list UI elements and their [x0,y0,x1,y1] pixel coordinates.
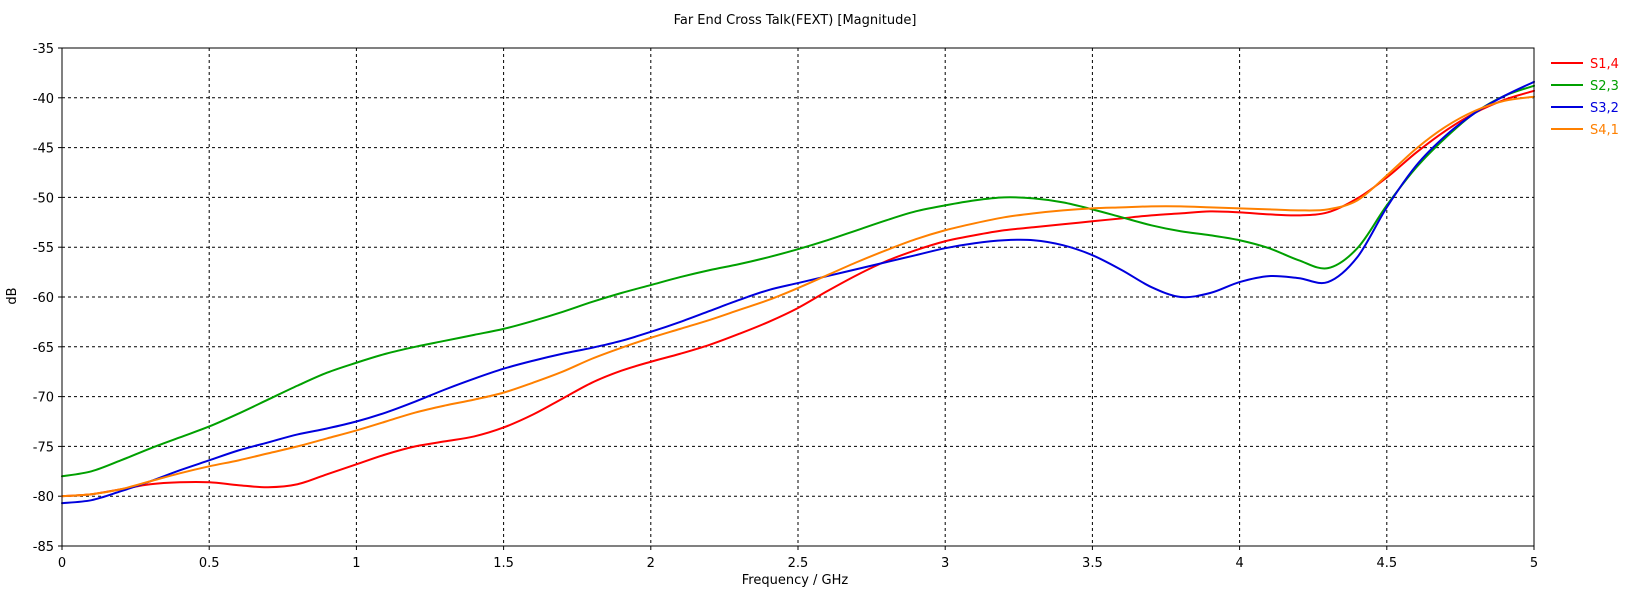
y-axis-label: dB [5,287,20,304]
x-tick-label: 0 [58,556,66,571]
x-axis-label: Frequency / GHz [742,573,849,588]
y-tick-label: -50 [33,191,54,206]
grid [62,48,1534,546]
x-tick-label: 3 [941,556,949,571]
legend-label: S3,2 [1590,101,1619,116]
x-tick-label: 1 [352,556,360,571]
y-tick-label: -35 [33,42,54,57]
axis-ticks: 0 0.5 1 1.5 2 2.5 3 3.5 4 4.5 5 -35 -40 -45 -50 -55 -60 -… [33,42,1538,571]
y-tick-label: -45 [33,142,54,157]
series-lines [61,80,1535,505]
series-line-s3-2 [61,80,1535,505]
y-tick-label: -85 [33,540,54,555]
series-line-s2-3 [61,84,1535,478]
y-tick-label: -70 [33,391,54,406]
legend-label: S1,4 [1590,57,1619,72]
y-tick-label: -60 [33,291,54,306]
x-tick-label: 2 [647,556,655,571]
y-tick-label: -80 [33,490,54,505]
x-tick-label: 4 [1235,556,1243,571]
legend-label: S4,1 [1590,123,1619,138]
x-tick-label: 0.5 [199,556,220,571]
x-tick-label: 5 [1530,556,1538,571]
y-tick-label: -75 [33,440,54,455]
x-tick-label: 4.5 [1376,556,1397,571]
x-tick-label: 1.5 [493,556,514,571]
y-tick-label: -40 [33,92,54,107]
x-tick-label: 3.5 [1082,556,1103,571]
y-tick-label: -65 [33,341,54,356]
series-line-s1-4 [61,89,1535,498]
legend-label: S2,3 [1590,79,1619,94]
series-line-s4-1 [61,95,1535,498]
chart-title: Far End Cross Talk(FEXT) [Magnitude] [674,13,917,28]
x-tick-label: 2.5 [788,556,809,571]
y-tick-label: -55 [33,241,54,256]
legend: S1,4 S2,3 S3,2 S4,1 [1551,57,1619,138]
plot-frame [61,47,1535,547]
